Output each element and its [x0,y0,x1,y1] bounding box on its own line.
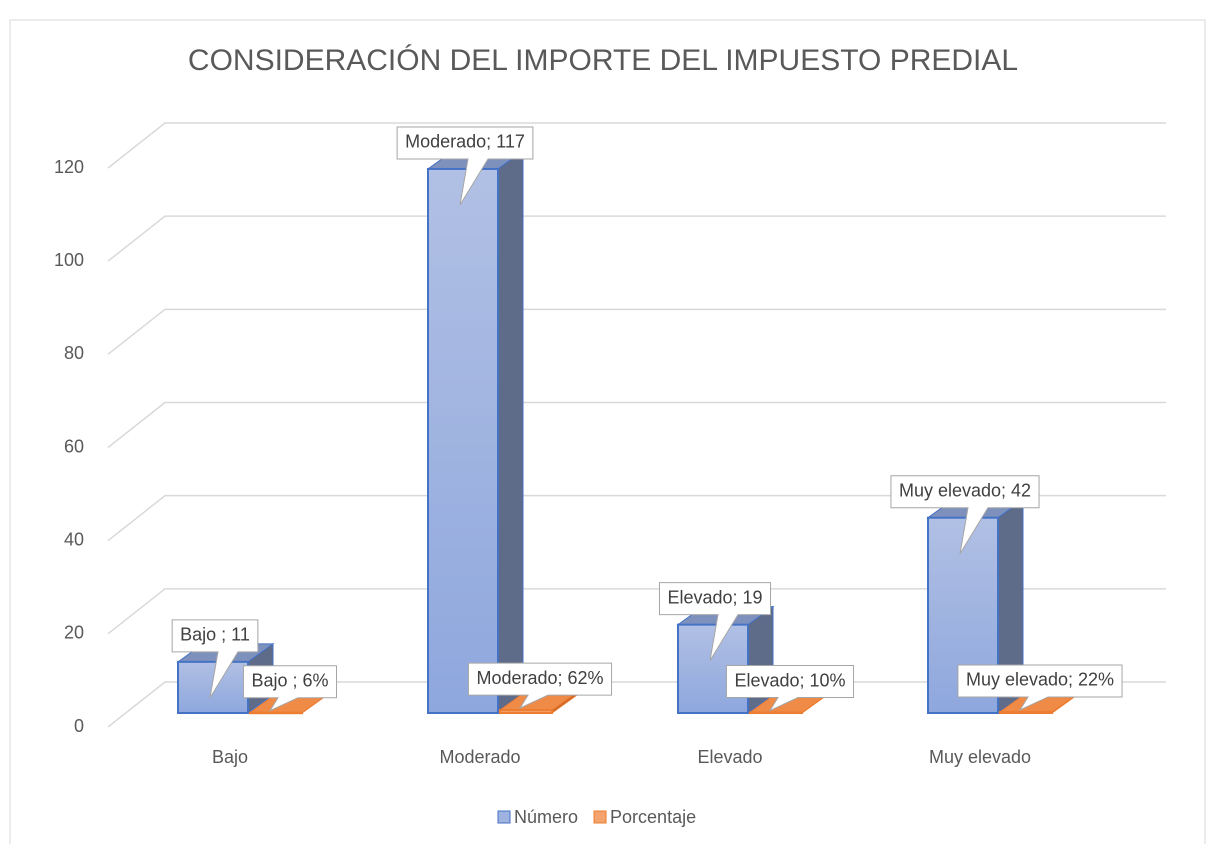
legend-label: Porcentaje [610,807,696,827]
grid-line [107,401,1166,449]
data-label: Elevado; 19 [667,587,762,607]
callout-box [725,665,855,712]
data-label-callout: Muy elevado; 22% [957,664,1123,712]
grid-line [107,494,1166,542]
callout-box [467,662,613,710]
chart-title: CONSIDERACIÓN DEL IMPORTE DEL IMPUESTO P… [188,44,1018,77]
callout-box [890,475,1040,554]
callout-box [658,582,772,661]
y-tick-label: 20 [64,623,84,643]
legend-swatch [593,810,607,824]
data-label-callout: Bajo ; 11 [171,619,259,699]
callout-box [242,665,338,712]
data-label: Muy elevado; 22% [966,670,1114,690]
y-tick-label: 100 [54,250,84,270]
data-label: Bajo ; 6% [251,670,328,690]
y-tick-label: 40 [64,529,84,549]
bar [427,167,499,714]
data-label: Moderado; 117 [405,132,525,152]
data-label: Moderado; 62% [476,668,603,688]
callout-box [396,126,534,206]
grid-line [107,122,1166,169]
x-tick-label: Bajo [212,747,248,767]
y-tick-label: 120 [54,157,84,177]
grid-line [107,215,1166,262]
x-tick-label: Moderado [439,747,520,767]
data-label: Muy elevado; 42 [899,480,1031,500]
bar [249,711,303,715]
callout-box [171,619,259,699]
grid-line [107,588,1166,635]
y-tick-label: 80 [64,343,84,363]
legend-label: Número [514,807,578,827]
callout-box [957,664,1123,712]
data-label: Bajo ; 11 [180,625,250,645]
bar [999,710,1053,714]
bar [749,711,803,715]
chart-frame [9,19,1206,844]
data-label-callout: Elevado; 10% [725,665,855,712]
y-tick-label: 0 [74,716,84,736]
grid-line [107,308,1166,355]
x-tick-label: Muy elevado [929,747,1031,767]
bar [499,709,553,715]
data-label: Elevado; 10% [734,670,845,690]
legend-swatch [497,810,511,824]
data-label-callout: Muy elevado; 42 [890,475,1040,554]
data-label-callout: Bajo ; 6% [242,665,338,712]
data-label-callout: Moderado; 117 [396,126,534,206]
data-label-callout: Elevado; 19 [658,582,772,661]
y-tick-label: 60 [64,436,84,456]
data-label-callout: Moderado; 62% [467,662,613,710]
x-tick-label: Elevado [697,747,762,767]
bar-side [497,149,524,714]
